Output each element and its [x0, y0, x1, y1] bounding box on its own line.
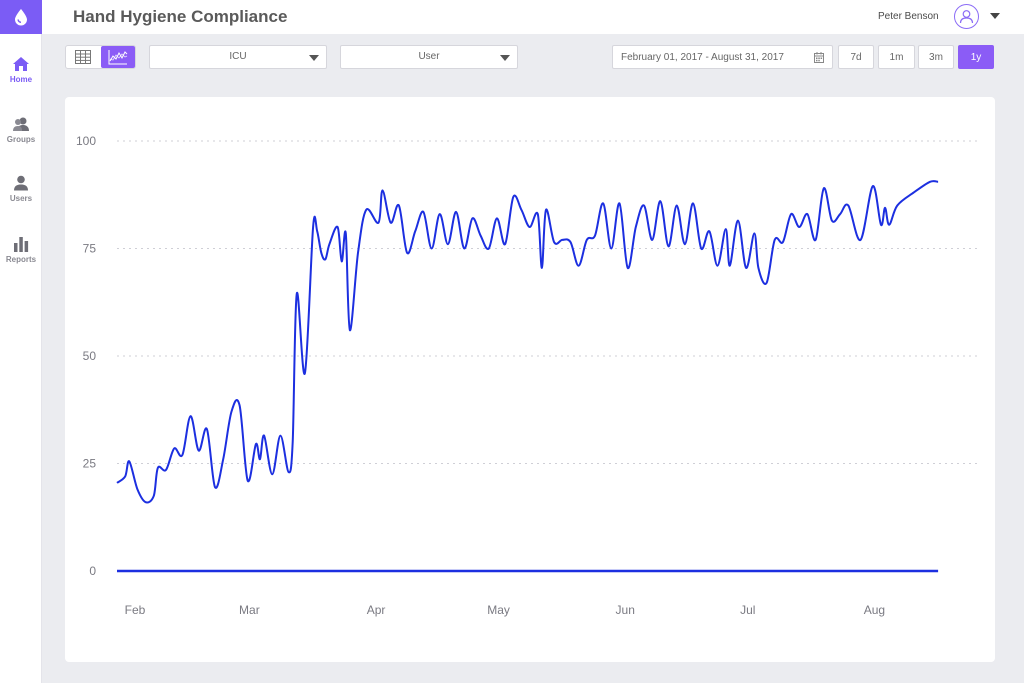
- chevron-down-icon: [500, 55, 510, 61]
- sidebar-item-label: Home: [9, 75, 33, 84]
- y-tick-label: 50: [83, 349, 97, 363]
- calendar-icon: [814, 52, 824, 63]
- app-logo[interactable]: [0, 0, 42, 34]
- unit-select-value: ICU: [229, 51, 247, 62]
- sidebar: Home Groups Users Reports: [0, 0, 42, 683]
- range-1m-button[interactable]: 1m: [878, 45, 915, 69]
- table-icon: [75, 50, 92, 64]
- user-menu-chevron-down-icon[interactable]: [990, 13, 1000, 19]
- x-tick-label: Feb: [125, 603, 146, 617]
- line-chart-icon: [108, 50, 128, 65]
- date-range-picker[interactable]: February 01, 2017 - August 31, 2017: [612, 45, 833, 69]
- sidebar-item-label: Users: [9, 194, 33, 203]
- sidebar-item-home[interactable]: Home: [0, 56, 42, 84]
- y-tick-label: 25: [83, 457, 97, 471]
- compliance-series-line: [116, 180, 939, 504]
- user-select[interactable]: User: [340, 45, 518, 69]
- y-tick-label: 0: [89, 564, 96, 578]
- user-avatar-icon: [959, 10, 974, 24]
- chart-card: 0 25 50 75 100 Feb Mar Apr May Jun Jul Aug: [65, 97, 995, 662]
- view-toggle: [65, 45, 136, 69]
- user-select-value: User: [418, 51, 440, 62]
- y-tick-label: 100: [76, 134, 96, 148]
- y-tick-label: 75: [83, 242, 97, 256]
- chart-view-button[interactable]: [100, 46, 135, 68]
- sidebar-item-label: Reports: [5, 255, 37, 264]
- bar-chart-icon: [14, 237, 29, 252]
- page-title: Hand Hygiene Compliance: [73, 7, 288, 26]
- x-tick-label: Jul: [740, 603, 755, 617]
- sidebar-item-users[interactable]: Users: [0, 175, 42, 203]
- table-view-button[interactable]: [66, 46, 101, 68]
- x-tick-label: Apr: [367, 603, 386, 617]
- chevron-down-icon: [309, 55, 319, 61]
- range-7d-button[interactable]: 7d: [838, 45, 874, 69]
- x-tick-label: May: [487, 603, 510, 617]
- range-1y-button[interactable]: 1y: [958, 45, 994, 69]
- top-header: Hand Hygiene Compliance Peter Benson: [42, 0, 1024, 34]
- droplet-icon: [15, 9, 27, 26]
- user-name: Peter Benson: [878, 11, 939, 22]
- groups-icon: [13, 117, 29, 131]
- sidebar-item-reports[interactable]: Reports: [0, 236, 42, 264]
- user-icon: [14, 175, 28, 191]
- x-tick-label: Aug: [864, 603, 885, 617]
- compliance-line-chart: 0 25 50 75 100 Feb Mar Apr May Jun Jul Aug: [76, 134, 979, 617]
- avatar[interactable]: [954, 4, 979, 29]
- sidebar-item-label: Groups: [6, 135, 36, 144]
- x-tick-label: Jun: [616, 603, 635, 617]
- sidebar-item-groups[interactable]: Groups: [0, 116, 42, 144]
- home-icon: [13, 57, 29, 71]
- unit-select[interactable]: ICU: [149, 45, 327, 69]
- date-range-value: February 01, 2017 - August 31, 2017: [621, 52, 784, 63]
- x-tick-label: Mar: [239, 603, 260, 617]
- range-3m-button[interactable]: 3m: [918, 45, 954, 69]
